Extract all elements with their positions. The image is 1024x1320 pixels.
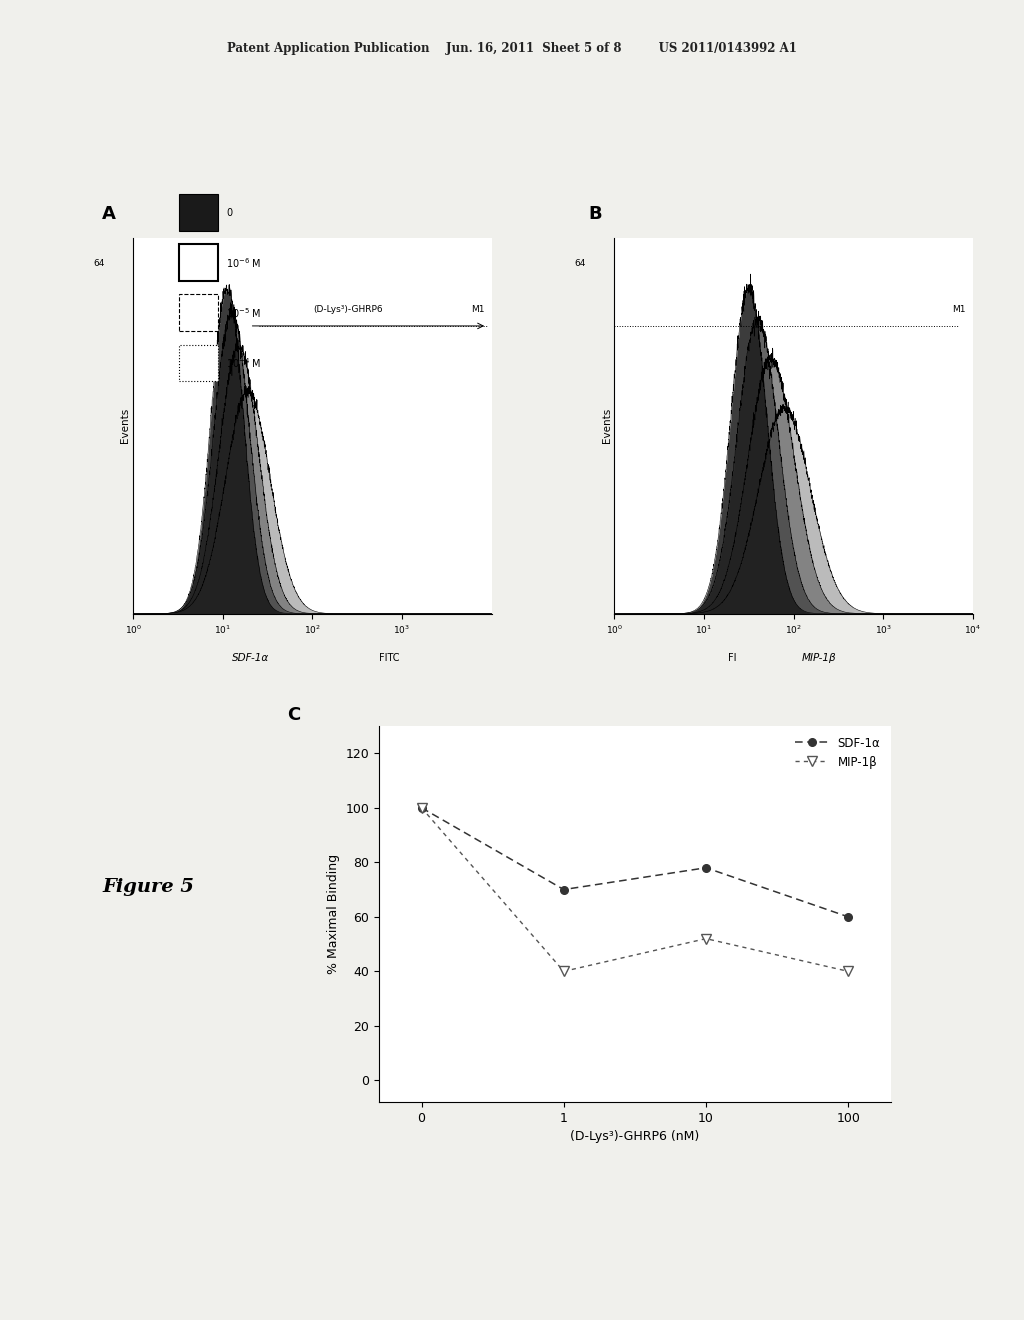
Text: $10^{-5}$ M: $10^{-5}$ M (226, 306, 262, 319)
Text: (D-Lys³)-GHRP6: (D-Lys³)-GHRP6 (313, 305, 383, 314)
Text: B: B (589, 205, 602, 223)
Text: Figure 5: Figure 5 (102, 878, 195, 896)
Y-axis label: % Maximal Binding: % Maximal Binding (327, 854, 340, 974)
Text: $10^{-4}$ M: $10^{-4}$ M (226, 356, 262, 370)
Text: FITC: FITC (379, 653, 399, 664)
Text: 64: 64 (93, 260, 104, 268)
Text: C: C (287, 706, 300, 725)
Text: FI: FI (728, 653, 736, 664)
Text: $10^{-6}$ M: $10^{-6}$ M (226, 256, 262, 269)
Y-axis label: Events: Events (602, 408, 611, 444)
X-axis label: (D-Lys³)-GHRP6 (nM): (D-Lys³)-GHRP6 (nM) (570, 1130, 699, 1143)
Y-axis label: Events: Events (121, 408, 130, 444)
Text: Patent Application Publication    Jun. 16, 2011  Sheet 5 of 8         US 2011/01: Patent Application Publication Jun. 16, … (227, 42, 797, 55)
Text: A: A (102, 205, 117, 223)
Text: SDF-1α: SDF-1α (232, 653, 269, 664)
Text: 0: 0 (226, 207, 232, 218)
Text: MIP-1β: MIP-1β (802, 653, 837, 664)
Legend: SDF-1α, MIP-1β: SDF-1α, MIP-1β (791, 731, 885, 774)
Text: 64: 64 (574, 260, 586, 268)
Text: M1: M1 (952, 305, 966, 314)
Text: M1: M1 (471, 305, 484, 314)
